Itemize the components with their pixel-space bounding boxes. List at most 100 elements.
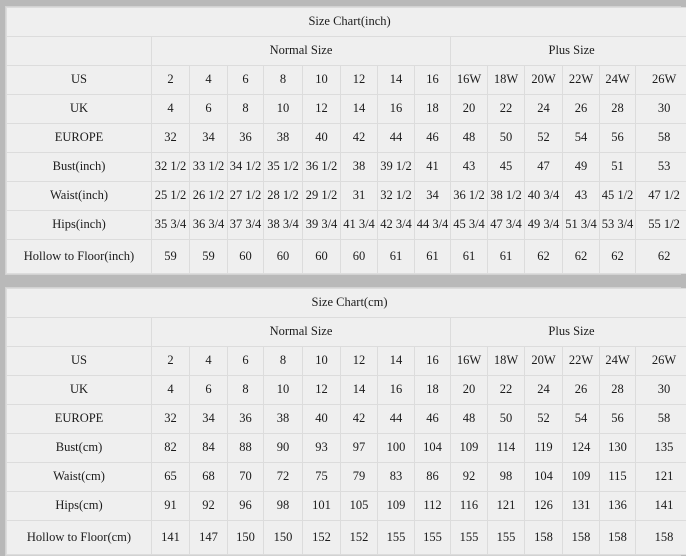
- cell-uk-2: 8: [228, 95, 264, 124]
- group-header-normal-size: Normal Size: [152, 318, 451, 347]
- cell-hollow-to-floor-cm-9: 155: [488, 521, 525, 555]
- cell-us-5: 12: [341, 347, 378, 376]
- cell-europe-8: 48: [451, 405, 488, 434]
- cell-europe-0: 32: [152, 405, 190, 434]
- cell-europe-6: 44: [378, 124, 415, 153]
- cell-hips-cm-5: 105: [341, 492, 378, 521]
- cell-us-11: 22W: [563, 347, 600, 376]
- cell-hips-inch-13: 55 1/2: [636, 211, 686, 240]
- cell-us-7: 16: [415, 66, 451, 95]
- cell-uk-6: 16: [378, 95, 415, 124]
- cell-bust-cm-8: 109: [451, 434, 488, 463]
- row-label-bust-cm: Bust(cm): [7, 434, 152, 463]
- cell-uk-2: 8: [228, 376, 264, 405]
- row-label-uk: UK: [7, 376, 152, 405]
- cell-hips-cm-10: 126: [525, 492, 563, 521]
- cell-hollow-to-floor-cm-3: 150: [264, 521, 303, 555]
- row-label-hips-cm: Hips(cm): [7, 492, 152, 521]
- cell-uk-10: 24: [525, 95, 563, 124]
- cell-uk-7: 18: [415, 376, 451, 405]
- cell-hips-cm-13: 141: [636, 492, 686, 521]
- cell-waist-cm-8: 92: [451, 463, 488, 492]
- cell-bust-cm-3: 90: [264, 434, 303, 463]
- cell-waist-inch-6: 32 1/2: [378, 182, 415, 211]
- cell-bust-cm-1: 84: [190, 434, 228, 463]
- cell-hollow-to-floor-inch-13: 62: [636, 240, 686, 274]
- cell-europe-4: 40: [303, 124, 341, 153]
- cell-uk-8: 20: [451, 95, 488, 124]
- cell-hips-inch-11: 51 3/4: [563, 211, 600, 240]
- cell-hollow-to-floor-inch-12: 62: [600, 240, 636, 274]
- cell-bust-inch-0: 32 1/2: [152, 153, 190, 182]
- chart-title-row: Size Chart(inch): [7, 8, 686, 37]
- cell-waist-inch-10: 40 3/4: [525, 182, 563, 211]
- cell-hollow-to-floor-cm-13: 158: [636, 521, 686, 555]
- cell-europe-3: 38: [264, 405, 303, 434]
- cell-europe-1: 34: [190, 405, 228, 434]
- cell-uk-7: 18: [415, 95, 451, 124]
- cell-hips-inch-1: 36 3/4: [190, 211, 228, 240]
- cell-hips-inch-3: 38 3/4: [264, 211, 303, 240]
- cell-waist-inch-11: 43: [563, 182, 600, 211]
- cell-hips-inch-6: 42 3/4: [378, 211, 415, 240]
- row-label-hips-inch: Hips(inch): [7, 211, 152, 240]
- cell-us-3: 8: [264, 347, 303, 376]
- cell-uk-8: 20: [451, 376, 488, 405]
- row-label-us: US: [7, 347, 152, 376]
- group-header-plus-size: Plus Size: [451, 37, 686, 66]
- cell-hips-cm-7: 112: [415, 492, 451, 521]
- cell-europe-1: 34: [190, 124, 228, 153]
- cell-waist-inch-7: 34: [415, 182, 451, 211]
- cell-waist-cm-11: 109: [563, 463, 600, 492]
- cell-us-8: 16W: [451, 347, 488, 376]
- cell-uk-12: 28: [600, 95, 636, 124]
- cell-hollow-to-floor-inch-6: 61: [378, 240, 415, 274]
- cell-hollow-to-floor-cm-8: 155: [451, 521, 488, 555]
- cell-hips-inch-7: 44 3/4: [415, 211, 451, 240]
- cell-hollow-to-floor-cm-10: 158: [525, 521, 563, 555]
- cell-hollow-to-floor-inch-4: 60: [303, 240, 341, 274]
- cell-bust-inch-3: 35 1/2: [264, 153, 303, 182]
- cell-hips-inch-4: 39 3/4: [303, 211, 341, 240]
- cell-europe-10: 52: [525, 124, 563, 153]
- row-label-europe: EUROPE: [7, 405, 152, 434]
- cell-waist-cm-6: 83: [378, 463, 415, 492]
- cell-uk-0: 4: [152, 95, 190, 124]
- cell-us-9: 18W: [488, 347, 525, 376]
- cell-hips-cm-2: 96: [228, 492, 264, 521]
- cell-europe-13: 58: [636, 124, 686, 153]
- cell-hollow-to-floor-inch-1: 59: [190, 240, 228, 274]
- cell-hollow-to-floor-inch-5: 60: [341, 240, 378, 274]
- cell-hollow-to-floor-cm-2: 150: [228, 521, 264, 555]
- cell-waist-cm-10: 104: [525, 463, 563, 492]
- cell-us-11: 22W: [563, 66, 600, 95]
- row-label-waist-inch: Waist(inch): [7, 182, 152, 211]
- cell-uk-11: 26: [563, 95, 600, 124]
- cell-europe-13: 58: [636, 405, 686, 434]
- cell-bust-cm-12: 130: [600, 434, 636, 463]
- cell-europe-7: 46: [415, 124, 451, 153]
- chart-title: Size Chart(inch): [7, 8, 686, 37]
- cell-hollow-to-floor-cm-5: 152: [341, 521, 378, 555]
- cell-us-10: 20W: [525, 347, 563, 376]
- cell-uk-1: 6: [190, 376, 228, 405]
- cell-bust-inch-8: 43: [451, 153, 488, 182]
- cell-europe-4: 40: [303, 405, 341, 434]
- cell-us-13: 26W: [636, 347, 686, 376]
- cell-waist-inch-0: 25 1/2: [152, 182, 190, 211]
- group-header-blank: [7, 37, 152, 66]
- cell-uk-3: 10: [264, 376, 303, 405]
- cell-europe-9: 50: [488, 124, 525, 153]
- cell-bust-inch-10: 47: [525, 153, 563, 182]
- cell-hollow-to-floor-cm-11: 158: [563, 521, 600, 555]
- cell-hollow-to-floor-inch-9: 61: [488, 240, 525, 274]
- cell-us-10: 20W: [525, 66, 563, 95]
- cell-waist-inch-5: 31: [341, 182, 378, 211]
- cell-uk-6: 16: [378, 376, 415, 405]
